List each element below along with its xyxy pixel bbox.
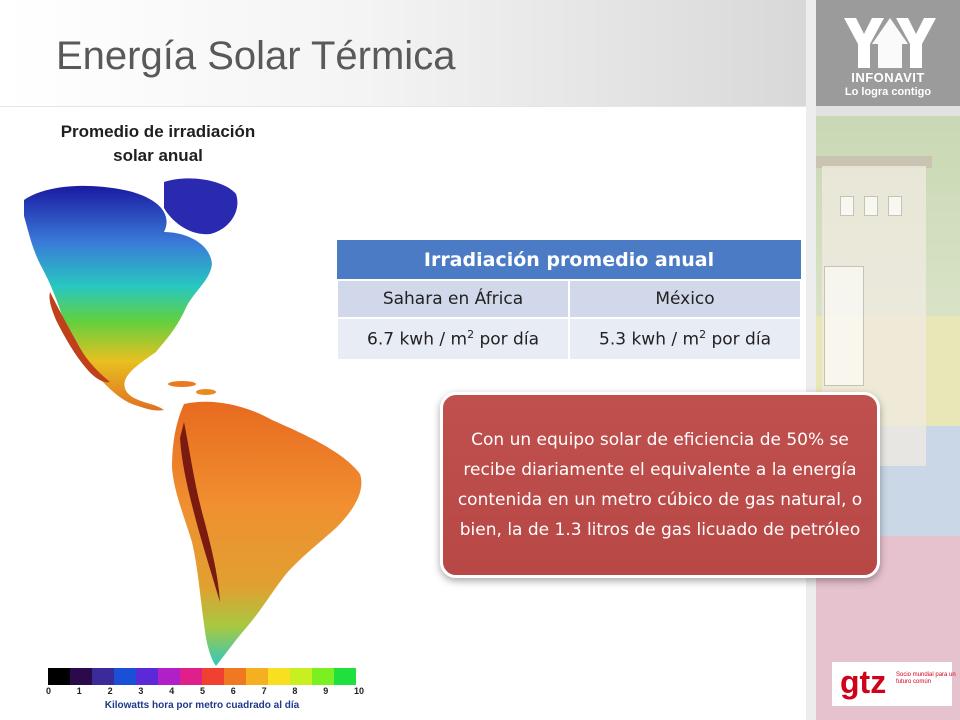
irradiation-color-scale: [48, 668, 356, 685]
gtz-logo-text: gtz: [840, 664, 887, 700]
value-mexico: 5.3 kwh / m2 por día: [568, 317, 802, 361]
scale-color-segment: [114, 668, 136, 685]
scale-tick-label: 6: [230, 686, 236, 696]
infonavit-name: INFONAVIT: [851, 70, 925, 85]
header-divider: [0, 106, 806, 107]
scale-tick-label: 9: [323, 686, 329, 696]
scale-color-segment: [92, 668, 114, 685]
scale-color-segment: [246, 668, 268, 685]
info-callout: Con un equipo solar de eficiencia de 50%…: [440, 392, 880, 578]
irradiation-table: Irradiación promedio anual Sahara en Áfr…: [336, 240, 802, 361]
table-row: 6.7 kwh / m2 por día 5.3 kwh / m2 por dí…: [336, 317, 802, 361]
house-photo: [816, 116, 960, 720]
scale-tick-label: 7: [261, 686, 267, 696]
scale-color-segment: [48, 668, 70, 685]
scale-tick-label: 1: [76, 686, 82, 696]
map-title-line1: Promedio de irradiación: [60, 122, 256, 141]
column-label-sahara: Sahara en África: [336, 279, 570, 319]
scale-caption: Kilowatts hora por metro cuadrado al día: [104, 700, 300, 711]
scale-tick-label: 3: [138, 686, 144, 696]
value-sahara: 6.7 kwh / m2 por día: [336, 317, 570, 361]
map-title-line2: solar anual: [113, 146, 203, 165]
scale-tick-label: 2: [107, 686, 113, 696]
callout-text: Con un equipo solar de eficiencia de 50%…: [457, 430, 863, 540]
scale-tick-labels: 0 1 2 3 4 5 6 7 8 9 10: [44, 686, 366, 698]
scale-color-segment: [268, 668, 290, 685]
scale-color-segment: [224, 668, 246, 685]
scale-tick-label: 0: [46, 686, 52, 696]
infonavit-logo-mark-icon: [844, 18, 936, 68]
table-header: Irradiación promedio anual: [337, 240, 801, 280]
scale-color-segment: [180, 668, 202, 685]
scale-tick-label: 4: [169, 686, 175, 696]
table-row: Sahara en África México: [336, 279, 802, 319]
column-label-mexico: México: [568, 279, 802, 319]
scale-color-segment: [334, 668, 356, 685]
americas-irradiation-map: [24, 178, 362, 666]
header-band: [0, 0, 806, 106]
scale-tick-label: 10: [354, 686, 365, 696]
scale-color-segment: [70, 668, 92, 685]
map-title: Promedio de irradiación solar anual: [20, 120, 296, 168]
infonavit-slogan: Lo logra contigo: [844, 86, 932, 98]
gtz-tagline: Socio mundial para un futuro común: [896, 672, 956, 685]
scale-color-segment: [202, 668, 224, 685]
scale-color-segment: [158, 668, 180, 685]
scale-color-segment: [290, 668, 312, 685]
scale-color-segment: [136, 668, 158, 685]
gtz-logo: [832, 662, 952, 706]
scale-tick-label: 5: [200, 686, 206, 696]
slide-title: Energía Solar Térmica: [56, 34, 456, 78]
scale-tick-label: 8: [292, 686, 298, 696]
scale-color-segment: [312, 668, 334, 685]
